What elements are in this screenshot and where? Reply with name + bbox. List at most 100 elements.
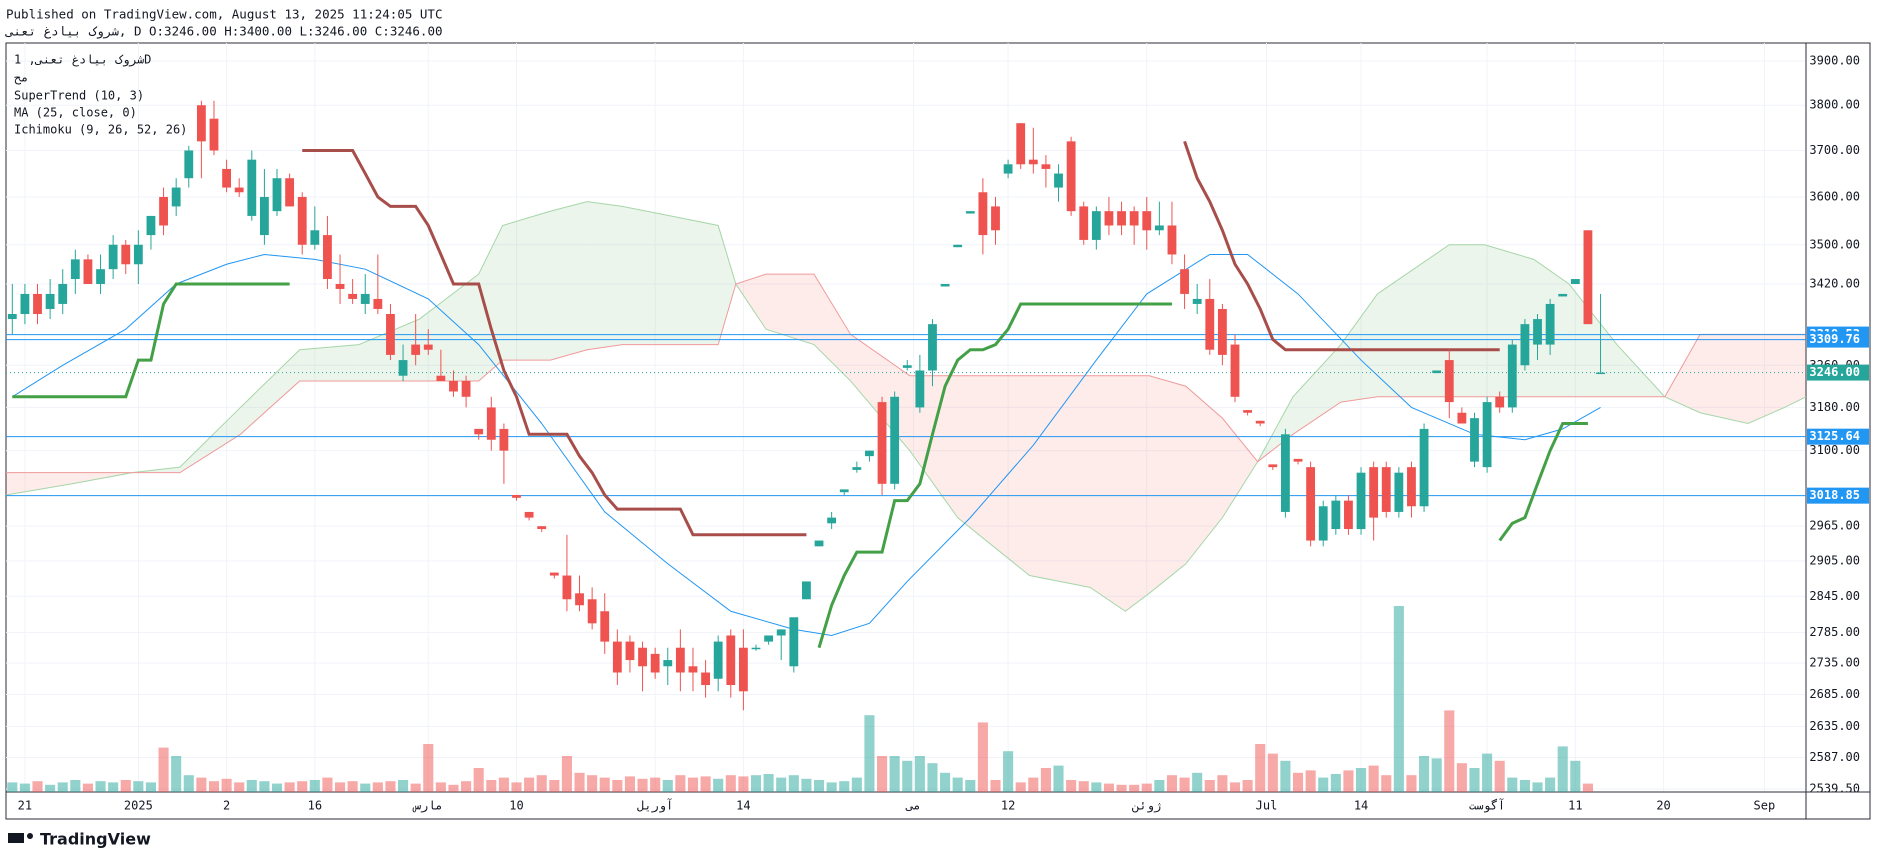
candle-body <box>474 428 484 435</box>
candle-body <box>45 293 55 309</box>
candle-body <box>1016 123 1026 165</box>
candle-body <box>259 196 269 236</box>
volume-bar <box>725 775 736 792</box>
candle-body <box>1507 344 1517 408</box>
cloud-fill <box>1700 334 1749 424</box>
volume-bar <box>448 784 459 792</box>
volume-bar <box>120 780 131 792</box>
candle-body <box>1205 298 1215 350</box>
volume-bar <box>1305 770 1316 792</box>
x-tick-label: Sep <box>1754 799 1776 813</box>
candle-body <box>449 380 458 392</box>
candle-body <box>802 581 811 600</box>
volume-bar <box>45 784 56 792</box>
volume-bar <box>1003 751 1014 792</box>
price-label: 3309.76 <box>1809 332 1860 346</box>
cloud-fill <box>299 344 359 381</box>
volume-bar <box>398 780 409 792</box>
volume-bar <box>1582 783 1593 792</box>
candle-body <box>1381 467 1391 512</box>
volume-bar <box>1469 768 1480 792</box>
cloud-fill <box>1664 334 1701 413</box>
candle-body <box>7 314 17 320</box>
candle-body <box>436 375 446 381</box>
cloud-fill <box>1569 283 1617 397</box>
candle-body <box>1558 293 1568 297</box>
candle-body <box>297 196 307 245</box>
x-tick-label: Jul <box>1256 799 1278 813</box>
candle-body <box>411 344 421 355</box>
volume-bar <box>776 777 787 792</box>
candle-body <box>1066 141 1076 212</box>
candle-body <box>738 647 748 692</box>
candle-body <box>423 344 433 350</box>
candle-body <box>1041 164 1051 169</box>
cloud-fill <box>1449 244 1485 397</box>
candle-body <box>1457 412 1467 424</box>
volume-bar <box>763 774 774 792</box>
x-tick-label: آوریل <box>637 798 673 814</box>
candle-body <box>789 617 799 667</box>
volume-bar <box>1482 753 1493 792</box>
candle-body <box>108 244 118 270</box>
cloud-fill <box>670 215 719 345</box>
volume-bar <box>1532 782 1543 792</box>
volume-bar <box>1204 780 1215 792</box>
x-tick-label: 16 <box>308 799 322 813</box>
y-tick-label: 3600.00 <box>1809 189 1860 203</box>
volume-bar <box>738 776 749 792</box>
volume-bar <box>435 782 446 792</box>
volume-bar <box>1330 774 1341 792</box>
candle-body <box>839 489 849 493</box>
volume-bar <box>259 781 270 792</box>
volume-bar <box>1444 710 1455 792</box>
volume-bar <box>95 781 106 792</box>
candle-body <box>915 370 925 408</box>
span-a-line <box>5 201 1807 612</box>
volume-bar <box>1040 768 1051 792</box>
candle-body <box>814 540 824 547</box>
volume-bar <box>599 777 610 792</box>
volume-bar <box>1154 780 1165 792</box>
volume-bar <box>208 781 220 792</box>
candle-body <box>1054 173 1063 188</box>
volume-bar <box>1393 606 1404 792</box>
cloud-fill <box>766 274 814 345</box>
volume-bar <box>624 776 635 792</box>
volume-bar <box>1494 760 1505 792</box>
plot: 3900.00 3800.00 3700.00 3600.00 3500.00 3420.… <box>5 43 1870 819</box>
volume-bar <box>536 775 547 792</box>
volume-bar <box>574 772 585 792</box>
volume-bar <box>133 781 144 792</box>
y-tick-label: 2635.00 <box>1809 719 1860 733</box>
candle-body <box>1217 308 1227 355</box>
candle-body <box>272 178 282 212</box>
cloud-fill <box>909 375 958 518</box>
cloud-fill <box>179 407 241 473</box>
candle-body <box>348 293 358 299</box>
x-tick-label: ژوئن <box>1131 799 1161 814</box>
volume-bar <box>158 747 169 792</box>
supertrend-down <box>302 148 807 537</box>
ma-line <box>12 253 1601 636</box>
volume-bar <box>322 777 333 792</box>
candle-body <box>20 293 30 315</box>
candle-body <box>1129 211 1139 226</box>
candle-body <box>285 178 295 207</box>
volume-bar <box>675 775 686 792</box>
candle-body <box>386 314 395 355</box>
candle-body <box>890 396 900 484</box>
cloud-fill <box>419 274 479 381</box>
y-tick-label: 3800.00 <box>1809 98 1860 112</box>
candle-body <box>751 647 761 650</box>
candle-body <box>1318 506 1328 541</box>
volume-bar <box>1267 753 1278 792</box>
volume-bar <box>284 782 295 792</box>
cloud-fill <box>813 274 851 381</box>
candle-body <box>764 635 774 642</box>
candle-body <box>827 517 837 524</box>
volume-bar <box>826 782 837 792</box>
candle-body <box>625 641 635 661</box>
candle-body <box>1570 279 1580 284</box>
volume-bar <box>486 780 497 792</box>
